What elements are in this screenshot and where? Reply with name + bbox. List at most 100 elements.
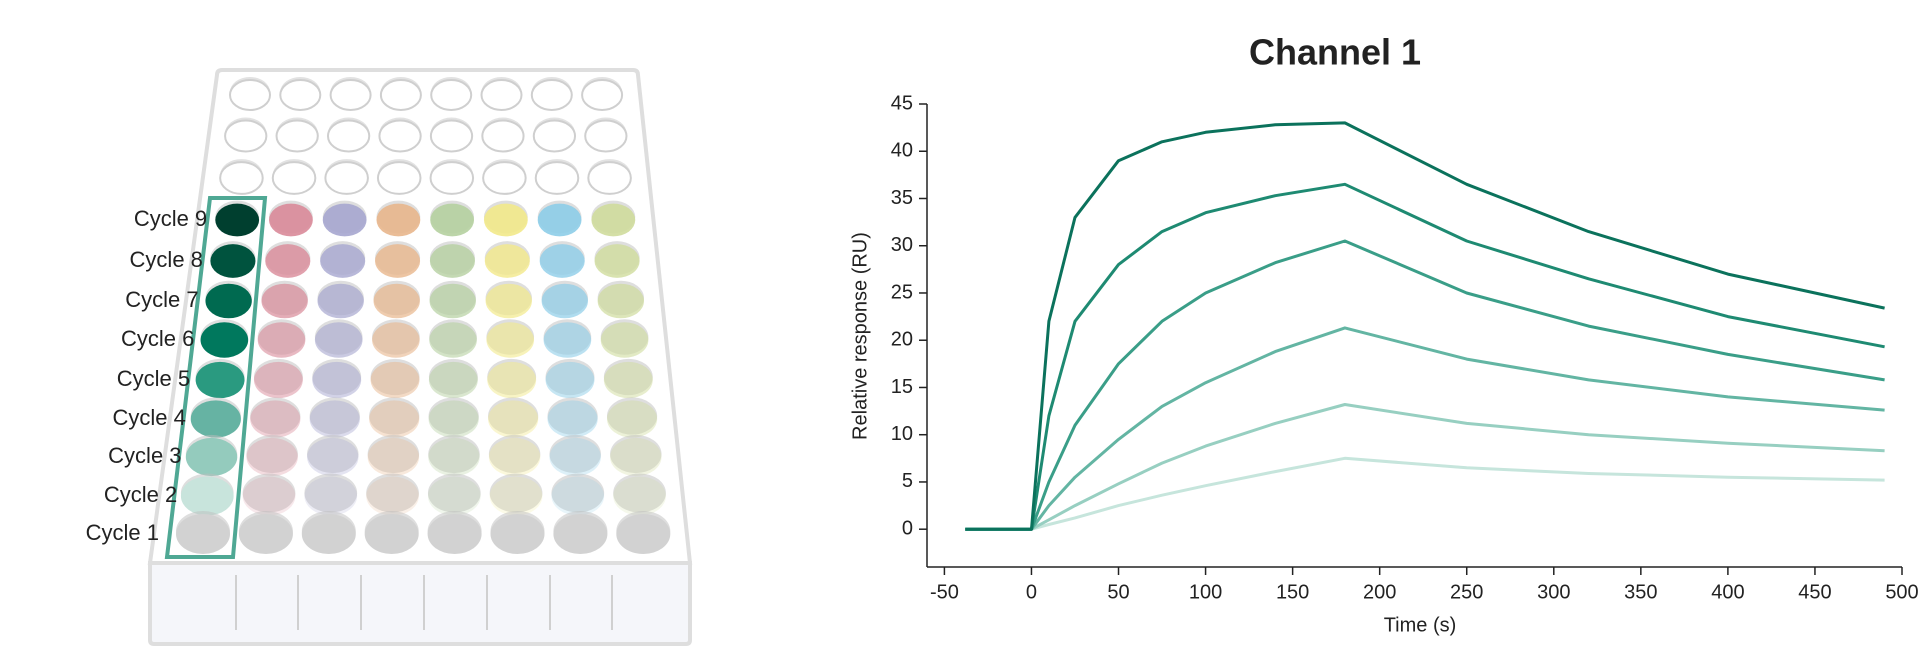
response-curve (965, 456, 1885, 531)
well (314, 322, 363, 358)
well (600, 322, 649, 358)
well (375, 244, 421, 278)
well (367, 437, 420, 477)
well (370, 361, 420, 399)
well (322, 203, 367, 237)
y-tick-label: 35 (891, 187, 913, 209)
well (224, 119, 268, 153)
well (610, 437, 662, 477)
cycle-label: Cycle 5 (117, 366, 190, 391)
well (215, 203, 260, 237)
well (378, 119, 422, 153)
well (488, 400, 539, 438)
x-tick-label: 350 (1624, 581, 1657, 603)
well (551, 476, 605, 516)
well (427, 476, 481, 516)
well (603, 361, 653, 399)
well-shadow (427, 473, 481, 513)
well-shadow (307, 434, 359, 474)
well (549, 437, 601, 477)
well (547, 400, 598, 438)
well (369, 400, 420, 438)
well-shadow (242, 473, 296, 513)
well (326, 119, 371, 153)
well (530, 79, 573, 111)
x-tick-label: 300 (1537, 581, 1570, 603)
well (427, 514, 482, 554)
x-tick-label: 150 (1276, 581, 1309, 603)
well (242, 476, 296, 516)
cycle-label: Cycle 7 (125, 287, 198, 312)
chart-title: Channel 1 (1249, 32, 1421, 73)
x-tick-label: 450 (1798, 581, 1831, 603)
well (486, 322, 535, 358)
well (200, 322, 249, 358)
well (480, 79, 523, 111)
well-shadow (246, 434, 298, 474)
well (553, 514, 608, 554)
well (483, 203, 528, 237)
well (190, 400, 241, 438)
well (594, 244, 640, 278)
well (429, 161, 475, 195)
well (329, 79, 372, 111)
well-shadow (304, 473, 358, 513)
well (373, 283, 420, 319)
well (613, 476, 666, 516)
well (238, 514, 293, 554)
response-curve (965, 121, 1885, 531)
well-shadow (551, 473, 605, 513)
well (597, 283, 645, 319)
y-tick-label: 25 (891, 281, 913, 303)
well-shadow (428, 397, 479, 435)
cycle-label: Cycle 9 (134, 206, 207, 231)
y-tick-label: 20 (891, 329, 913, 351)
well (219, 161, 264, 195)
well (372, 322, 420, 358)
response-curve (965, 326, 1885, 531)
well (176, 514, 230, 554)
well (584, 119, 628, 153)
well (429, 119, 474, 153)
well-shadow (489, 473, 543, 513)
x-tick-label: 0 (1026, 581, 1037, 603)
well (428, 437, 480, 477)
well (261, 283, 308, 319)
plate (147, 68, 693, 646)
y-tick-label: 30 (891, 234, 913, 256)
well (429, 322, 477, 358)
well (606, 400, 658, 438)
well (532, 119, 577, 153)
y-tick-label: 15 (891, 376, 913, 398)
plate-base (148, 561, 692, 646)
well (487, 361, 537, 399)
response-curve (965, 182, 1885, 531)
well (581, 79, 624, 111)
well (180, 476, 234, 516)
well-shadow (610, 434, 662, 474)
well (265, 244, 311, 278)
response-curve (965, 403, 1885, 531)
cycle-label: Cycle 4 (112, 405, 185, 430)
y-tick-label: 10 (891, 423, 913, 445)
well (485, 283, 532, 319)
x-tick-label: 250 (1450, 581, 1483, 603)
cycle-label: Cycle 8 (130, 247, 203, 272)
well (246, 437, 298, 477)
well (317, 283, 364, 319)
well (488, 437, 541, 477)
x-axis-label: Time (s) (1384, 614, 1457, 636)
well (430, 203, 475, 237)
cycle-label: Cycle 3 (108, 443, 181, 468)
well (537, 203, 582, 237)
well-shadow (606, 397, 658, 435)
well (534, 161, 580, 195)
well (250, 400, 301, 438)
well-shadow (613, 473, 666, 513)
well-shadow (369, 397, 420, 435)
well (429, 283, 476, 319)
well (376, 161, 422, 195)
well (271, 161, 317, 195)
well-shadow (428, 434, 480, 474)
